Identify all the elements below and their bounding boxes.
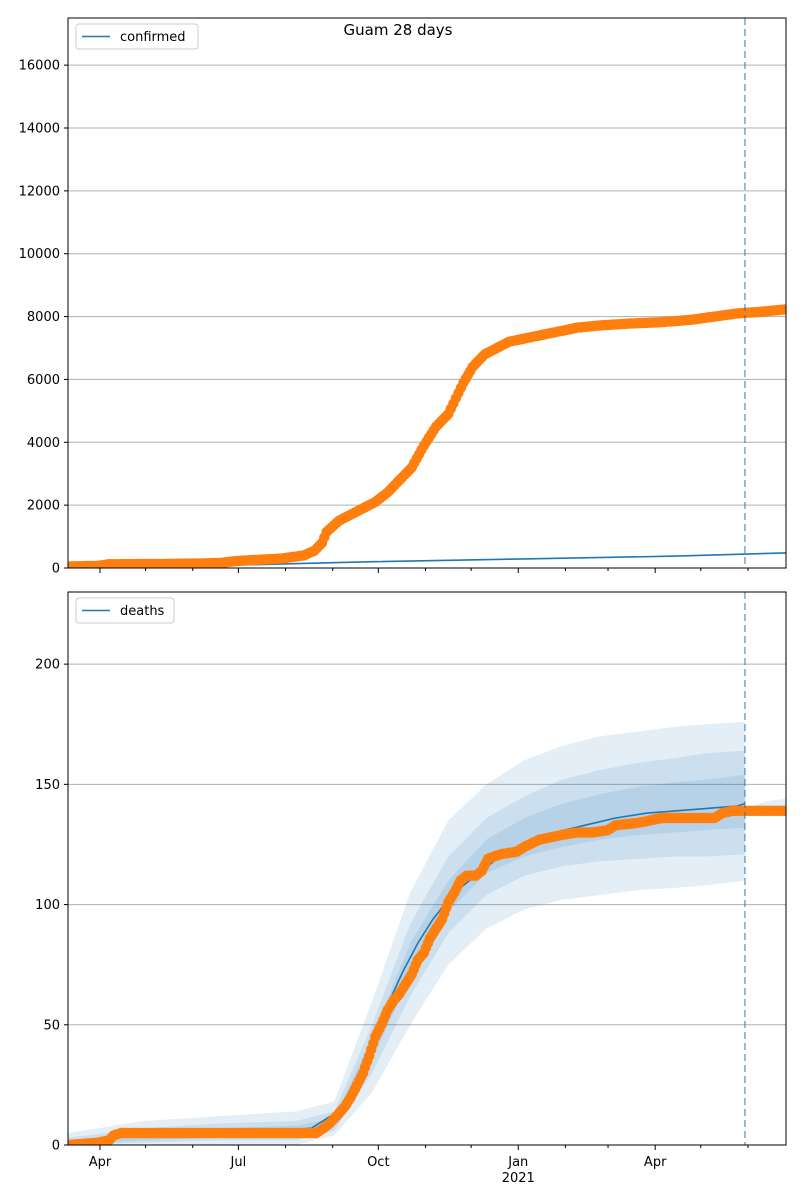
legend: confirmed (75, 23, 199, 50)
y-tick-label: 16000 (19, 59, 60, 74)
plot-area (68, 721, 786, 1145)
panel-confirmed: 0 2000 4000 6000 8000 10000 12000 14000 16000 con… (19, 17, 787, 577)
plot-area (68, 304, 786, 568)
y-tick-label: 8000 (27, 310, 60, 325)
y-tick-label: 150 (35, 778, 60, 793)
x-tick-label: Oct (367, 1155, 389, 1170)
y-tick-label: 100 (35, 898, 60, 913)
x-tick-label: Apr (89, 1155, 112, 1170)
x-tick-label: Jan (507, 1155, 528, 1170)
y-tick-label: 2000 (27, 499, 60, 514)
y-tick-label: 12000 (19, 184, 60, 199)
confidence-band-2 (68, 750, 745, 1145)
axes-frame (67, 17, 787, 569)
legend-label: deaths (120, 604, 165, 619)
legend-box (75, 597, 175, 624)
legend: deaths (75, 597, 175, 624)
x-year-label: 2021 (502, 1171, 535, 1186)
y-tick-label: 4000 (27, 436, 60, 451)
legend-label: confirmed (120, 30, 186, 45)
y-tick-label: 200 (35, 658, 60, 673)
axes-frame (67, 591, 787, 1146)
y-tick-label: 0 (52, 1139, 60, 1154)
y-tick-label: 50 (43, 1018, 60, 1033)
y-tick-label: 0 (52, 562, 60, 577)
x-tick-label: Jul (230, 1155, 247, 1170)
y-tick-label: 14000 (19, 122, 60, 137)
observed-markers (68, 805, 786, 1145)
x-tick-label: Apr (644, 1155, 667, 1170)
observed-markers (68, 304, 786, 568)
y-tick-label: 10000 (19, 247, 60, 262)
data-point (780, 304, 786, 315)
data-point (780, 805, 786, 816)
panel-deaths: 0 50 100 150 200 Apr Jul Oct Jan Apr 2021 deaths (35, 591, 787, 1186)
y-tick-label: 6000 (27, 373, 60, 388)
legend-box (75, 23, 199, 50)
confidence-band-3 (68, 774, 745, 1145)
